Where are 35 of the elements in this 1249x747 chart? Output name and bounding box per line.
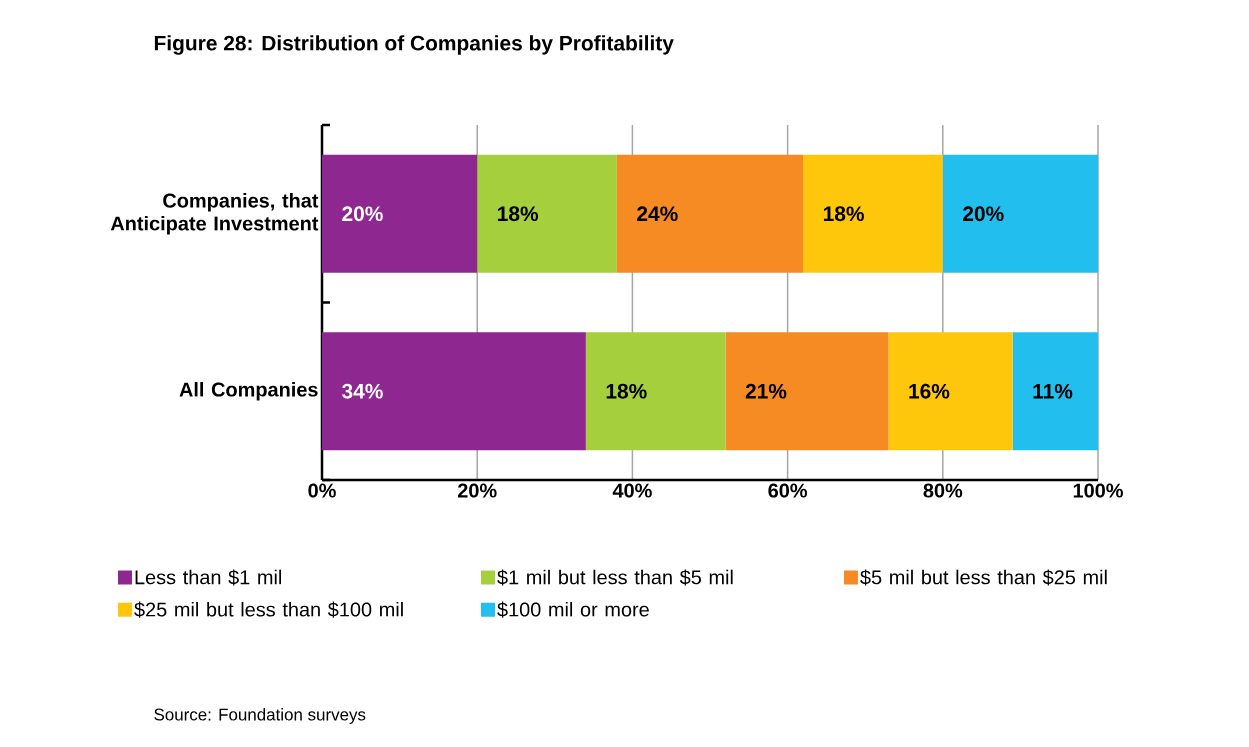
bar [1012,332,1099,451]
data-label: 11% [1033,383,1073,399]
bar [585,332,726,451]
x-tick-label: 80% [923,483,963,498]
data-label: 18% [823,206,864,222]
data-label: 34% [342,383,383,399]
data-label: 16% [909,383,950,399]
bar [322,154,478,273]
x-tick-label: 0% [308,483,336,498]
data-label: 20% [342,206,383,222]
legend-label: $25 mil but less than $100 mil [134,601,403,618]
legend-label: $100 mil or more [497,601,649,618]
y-tick-label: Companies, that Anticipate Investment [110,193,319,235]
x-tick-label: 40% [612,483,652,498]
data-label: 20% [963,206,1004,222]
x-tick-label: 60% [768,483,808,498]
data-label: 21% [745,383,787,399]
bar [616,154,804,273]
chart-title: Figure 28: Distribution of Companies by Profitability [154,35,674,55]
legend-label: $1 mil but less than $5 mil [497,569,733,586]
bar [942,154,1099,273]
x-tick-label: 20% [457,483,497,498]
y-tick-label: All Companies [179,381,318,401]
source-note: Source: Foundation surveys [154,708,366,724]
legend-label: Less than $1 mil [135,569,282,586]
data-label: 24% [637,206,678,222]
bar [477,154,617,273]
bar [803,154,943,273]
legend-label: $5 mil but less than $25 mil [860,569,1107,586]
bar [322,332,586,451]
bar [888,332,1013,451]
x-tick-label: 100% [1073,483,1123,498]
bar [725,332,889,451]
data-label: 18% [498,206,539,222]
data-label: 18% [606,383,647,399]
